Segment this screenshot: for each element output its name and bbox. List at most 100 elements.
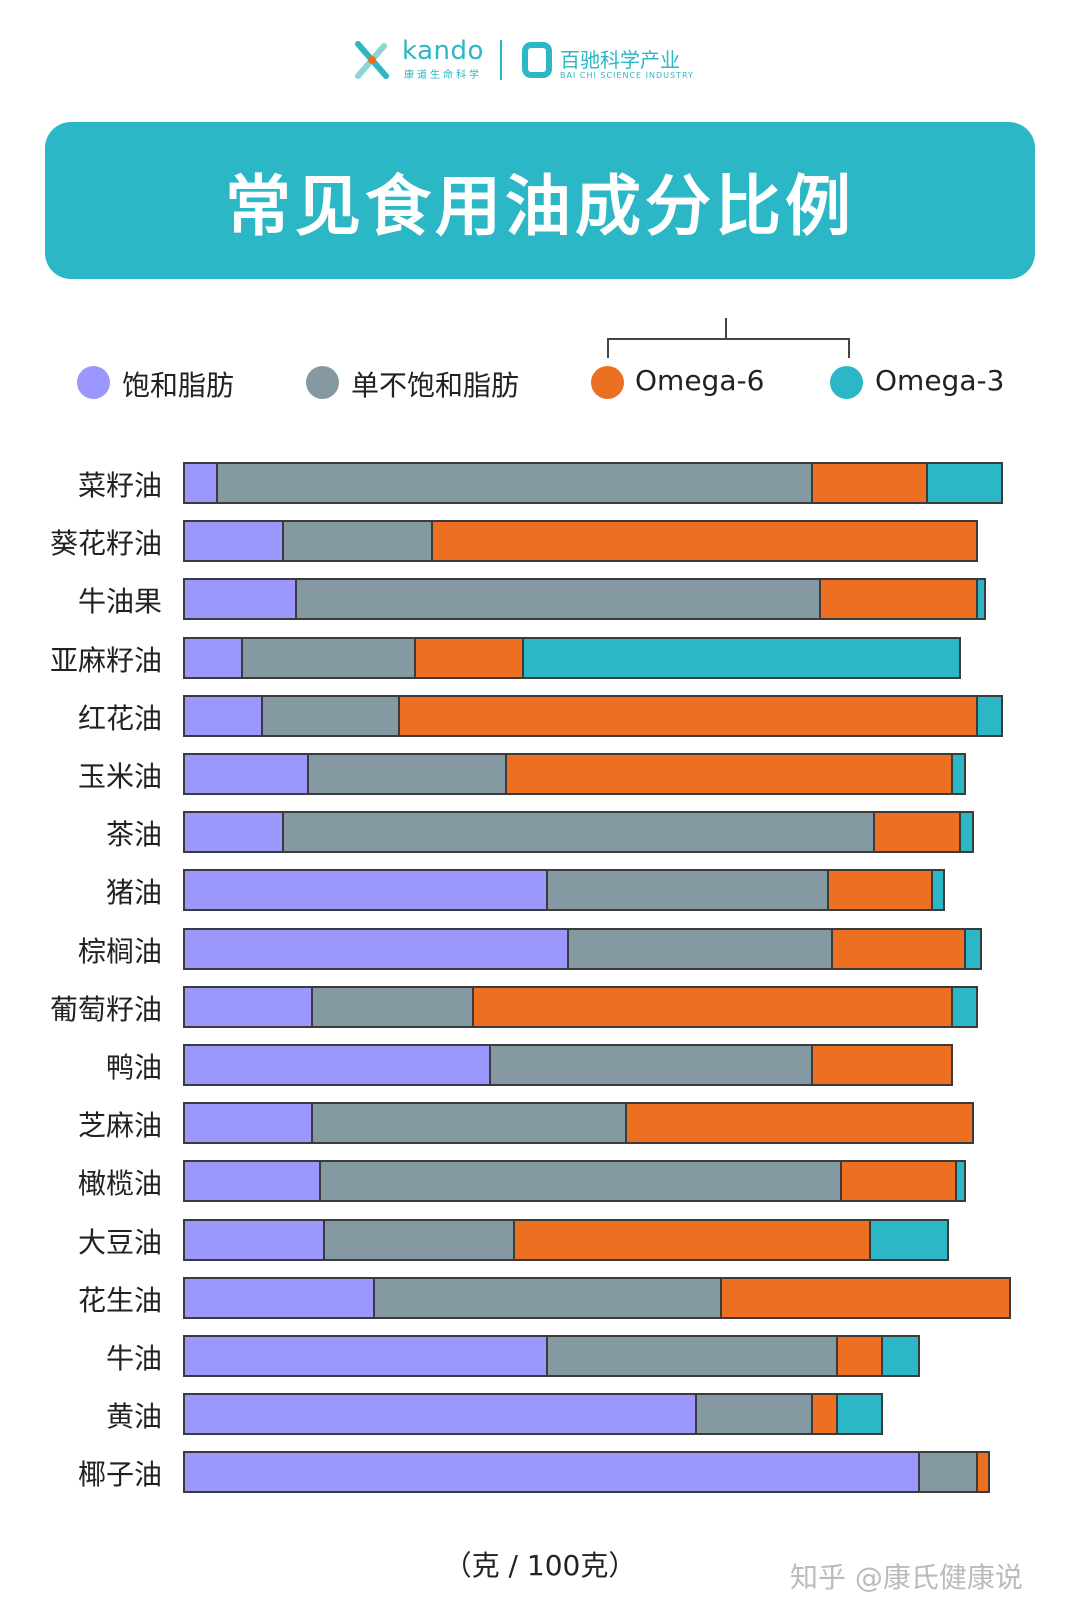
bar-segment-monounsaturated xyxy=(918,1451,978,1494)
bar-segment-monounsaturated xyxy=(372,1276,722,1319)
category-label: 大豆油 xyxy=(77,1225,162,1259)
bar-segment-monounsaturated xyxy=(323,1218,516,1261)
bar-segment-omega3 xyxy=(963,927,983,970)
bar-segment-saturated xyxy=(183,869,549,912)
bar-segment-omega3 xyxy=(835,1393,883,1436)
legend-label-monounsaturated: 单不饱和脂肪 xyxy=(351,369,520,402)
category-label: 牛油果 xyxy=(77,585,162,619)
category-label: 玉米油 xyxy=(77,760,162,793)
bar-segment-monounsaturated xyxy=(306,753,508,795)
bar-segment-omega6 xyxy=(810,462,929,504)
bar-segment-saturated xyxy=(183,811,285,854)
bar-segment-monounsaturated xyxy=(216,462,813,504)
legend-label-saturated: 饱和脂肪 xyxy=(122,369,235,402)
bar-segment-saturated xyxy=(183,462,219,504)
bar-segment-omega3 xyxy=(951,753,966,795)
kando-logo-text: kando xyxy=(402,36,484,66)
category-label: 棕榈油 xyxy=(77,934,162,968)
bar-segment-saturated xyxy=(183,1102,314,1145)
legend-label-omega3: Omega-3 xyxy=(875,364,1005,397)
bar-segment-monounsaturated xyxy=(488,1044,813,1086)
bar-segment-omega3 xyxy=(880,1335,921,1377)
category-label: 菜籽油 xyxy=(77,469,162,502)
bar-segment-saturated xyxy=(183,520,285,563)
category-label: 鸭油 xyxy=(105,1051,162,1084)
category-label: 红花油 xyxy=(77,701,162,735)
bar-segment-omega6 xyxy=(472,985,954,1028)
bar-segment-monounsaturated xyxy=(282,811,875,854)
category-label: 猪油 xyxy=(105,876,162,910)
bar-segment-saturated xyxy=(183,1218,326,1261)
bar-segment-saturated xyxy=(183,985,314,1028)
bar-segment-omega3 xyxy=(521,636,962,679)
bar-segment-omega3 xyxy=(959,811,974,854)
bar-segment-omega6 xyxy=(835,1335,883,1377)
bar-segment-saturated xyxy=(183,1276,375,1319)
bar-segment-saturated xyxy=(183,1160,322,1203)
omega-bracket-stem xyxy=(725,318,727,338)
bar-segment-omega3 xyxy=(930,869,945,912)
bar-segment-saturated xyxy=(183,578,297,621)
bar-segment-saturated xyxy=(183,1451,921,1494)
bar-segment-saturated xyxy=(183,1393,698,1436)
baichi-logo-subtitle: BAI CHI SCIENCE INDUSTRY xyxy=(560,71,694,80)
bar-segment-monounsaturated xyxy=(311,1102,627,1145)
category-label: 椰子油 xyxy=(77,1458,162,1492)
bar-segment-omega6 xyxy=(505,753,954,795)
bar-segment-omega3 xyxy=(868,1218,950,1261)
category-label: 橄榄油 xyxy=(77,1167,162,1201)
bar-segment-saturated xyxy=(183,1044,491,1086)
bar-segment-omega3 xyxy=(975,694,1003,737)
bar-segment-omega6 xyxy=(810,1044,954,1086)
category-label: 芝麻油 xyxy=(77,1109,162,1143)
legend-swatch-omega3 xyxy=(830,366,863,399)
chart-title: 常见食用油成分比例 xyxy=(225,167,855,245)
bar-segment-omega6 xyxy=(397,694,978,737)
bar-segment-monounsaturated xyxy=(282,520,433,563)
bar-segment-monounsaturated xyxy=(261,694,400,737)
legend-swatch-omega6 xyxy=(591,366,624,399)
baichi-logo-icon xyxy=(522,42,552,78)
category-label: 茶油 xyxy=(105,818,162,852)
bar-segment-omega6 xyxy=(831,927,966,970)
unit-label: （克 / 100克） xyxy=(443,1549,637,1582)
bar-segment-omega3 xyxy=(975,578,987,621)
bar-segment-monounsaturated xyxy=(546,869,830,912)
bar-segment-saturated xyxy=(183,753,309,795)
bar-segment-omega3 xyxy=(951,985,978,1028)
bar-segment-omega6 xyxy=(513,1218,871,1261)
bar-segment-omega6 xyxy=(819,578,978,621)
logo-divider xyxy=(500,40,502,80)
bar-segment-omega6 xyxy=(624,1102,974,1145)
bar-segment-monounsaturated xyxy=(695,1393,813,1436)
bar-segment-omega6 xyxy=(719,1276,1011,1319)
bar-segment-saturated xyxy=(183,694,264,737)
bar-segment-omega6 xyxy=(414,636,524,679)
bar-segment-omega6 xyxy=(839,1160,958,1203)
category-label: 葡萄籽油 xyxy=(49,992,162,1026)
kando-logo-icon xyxy=(355,41,389,79)
bar-segment-monounsaturated xyxy=(294,578,821,621)
title-banner: 常见食用油成分比例 xyxy=(45,122,1035,279)
bar-segment-omega6 xyxy=(430,520,978,563)
bar-segment-monounsaturated xyxy=(311,985,475,1028)
zhihu-watermark: 知乎 @康氏健康说 xyxy=(790,1561,1023,1594)
bar-segment-saturated xyxy=(183,636,243,679)
bar-segment-monounsaturated xyxy=(319,1160,842,1203)
baichi-logo-text: 百驰科学产业 xyxy=(560,48,680,72)
category-label: 葵花籽油 xyxy=(49,527,162,561)
omega-bracket xyxy=(607,338,850,358)
bar-segment-omega6 xyxy=(827,869,933,912)
bar-segment-omega3 xyxy=(926,462,1003,504)
bar-segment-saturated xyxy=(183,1335,549,1377)
category-label: 亚麻籽油 xyxy=(49,643,162,677)
legend-label-omega6: Omega-6 xyxy=(635,364,765,397)
category-label: 花生油 xyxy=(77,1283,162,1317)
bar-segment-omega6 xyxy=(872,811,962,854)
kando-logo-subtitle: 康道生命科学 xyxy=(404,70,482,81)
category-label: 牛油 xyxy=(105,1342,162,1375)
bar-segment-monounsaturated xyxy=(546,1335,838,1377)
bar-segment-omega6 xyxy=(810,1393,838,1436)
category-label: 黄油 xyxy=(105,1400,162,1434)
